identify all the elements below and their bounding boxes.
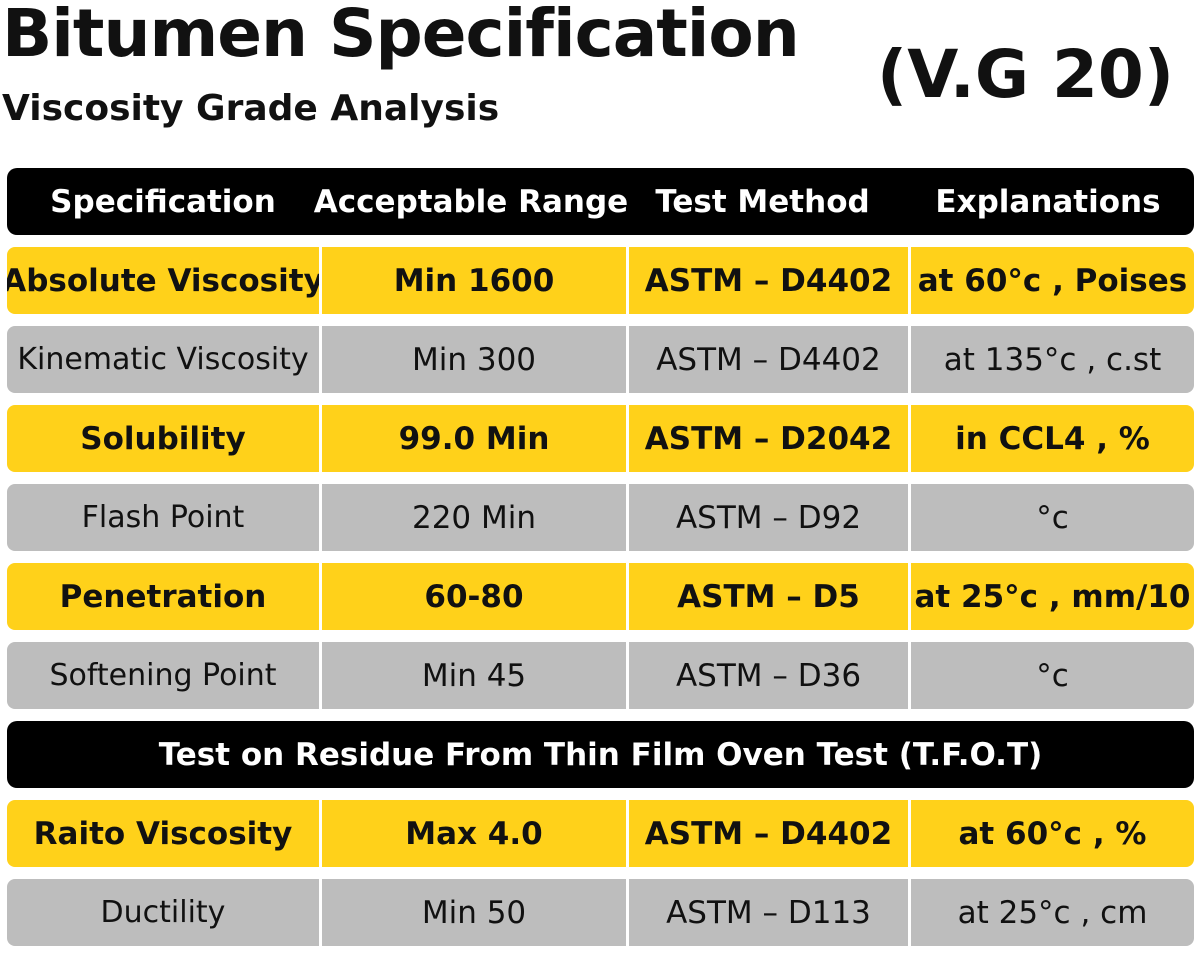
column-header-acceptable-range: Acceptable Range	[313, 183, 629, 220]
method-cell: ASTM – D36	[629, 642, 908, 709]
specification-table: Specification Acceptable Range Test Meth…	[7, 168, 1194, 958]
grade-label: (V.G 20)	[877, 36, 1174, 113]
page-title: Bitumen Specification	[2, 0, 800, 72]
range-cell: 220 Min	[322, 484, 626, 551]
explanation-cell: at 135°c , c.st	[911, 326, 1194, 393]
table-row: Softening Point Min 45 ASTM – D36 °c	[7, 642, 1194, 709]
spec-cell: Softening Point	[7, 642, 319, 709]
range-cell: Max 4.0	[322, 800, 626, 867]
spec-cell: Ductility	[7, 879, 319, 946]
range-cell: Min 1600	[322, 247, 626, 314]
explanation-cell: in CCL4 , %	[911, 405, 1194, 472]
explanation-cell: °c	[911, 484, 1194, 551]
range-cell: Min 45	[322, 642, 626, 709]
column-header-test-method: Test Method	[655, 183, 870, 220]
explanation-cell: at 25°c , mm/10	[911, 563, 1194, 630]
range-cell: 99.0 Min	[322, 405, 626, 472]
spec-cell: Penetration	[7, 563, 319, 630]
spec-cell: Absolute Viscosity	[7, 247, 319, 314]
column-header-explanations: Explanations	[935, 183, 1161, 220]
explanation-cell: at 60°c , %	[911, 800, 1194, 867]
explanation-cell: °c	[911, 642, 1194, 709]
table-row: Absolute Viscosity Min 1600 ASTM – D4402…	[7, 247, 1194, 314]
table-row: Penetration 60-80 ASTM – D5 at 25°c , mm…	[7, 563, 1194, 630]
table-row: Flash Point 220 Min ASTM – D92 °c	[7, 484, 1194, 551]
table-row: Solubility 99.0 Min ASTM – D2042 in CCL4…	[7, 405, 1194, 472]
spec-cell: Kinematic Viscosity	[7, 326, 319, 393]
page-subtitle: Viscosity Grade Analysis	[2, 88, 500, 129]
table-header: Specification Acceptable Range Test Meth…	[7, 168, 1194, 235]
spec-cell: Raito Viscosity	[7, 800, 319, 867]
table-row: Kinematic Viscosity Min 300 ASTM – D4402…	[7, 326, 1194, 393]
range-cell: 60-80	[322, 563, 626, 630]
table-row: Ductility Min 50 ASTM – D113 at 25°c , c…	[7, 879, 1194, 946]
method-cell: ASTM – D5	[629, 563, 908, 630]
column-header-specification: Specification	[50, 183, 276, 220]
table-row: Raito Viscosity Max 4.0 ASTM – D4402 at …	[7, 800, 1194, 867]
explanation-cell: at 25°c , cm	[911, 879, 1194, 946]
method-cell: ASTM – D113	[629, 879, 908, 946]
range-cell: Min 50	[322, 879, 626, 946]
method-cell: ASTM – D4402	[629, 247, 908, 314]
explanation-cell: at 60°c , Poises	[911, 247, 1194, 314]
method-cell: ASTM – D4402	[629, 800, 908, 867]
method-cell: ASTM – D2042	[629, 405, 908, 472]
range-cell: Min 300	[322, 326, 626, 393]
spec-cell: Solubility	[7, 405, 319, 472]
method-cell: ASTM – D4402	[629, 326, 908, 393]
residue-section-header: Test on Residue From Thin Film Oven Test…	[7, 721, 1194, 788]
method-cell: ASTM – D92	[629, 484, 908, 551]
spec-cell: Flash Point	[7, 484, 319, 551]
